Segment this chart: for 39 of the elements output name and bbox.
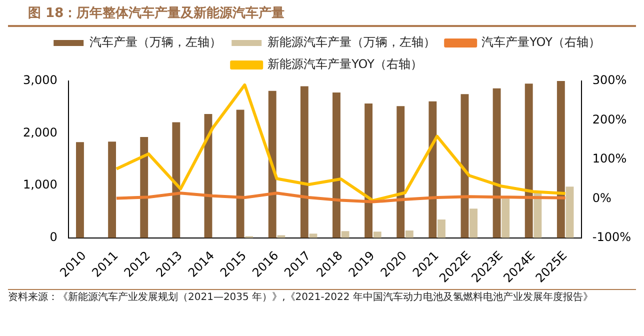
bar xyxy=(502,198,510,238)
bar xyxy=(172,122,180,238)
bar xyxy=(364,103,373,238)
bar xyxy=(428,101,437,238)
bar xyxy=(396,106,405,238)
bar xyxy=(534,192,542,238)
bar xyxy=(438,220,446,238)
y2-tick-label: 200% xyxy=(592,112,627,126)
bar xyxy=(108,142,116,238)
legend-label: 新能源汽车产量（万辆，左轴） xyxy=(268,35,436,50)
y2-tick-label: 0% xyxy=(592,190,612,205)
bar xyxy=(268,90,276,238)
y-tick-label: 0 xyxy=(50,230,58,244)
y2-tick-label: 300% xyxy=(592,73,627,88)
y-tick-label: 1,000 xyxy=(22,178,58,192)
bar xyxy=(140,136,148,238)
bar xyxy=(332,92,340,238)
bar xyxy=(492,88,501,238)
bar xyxy=(236,110,244,238)
bar xyxy=(300,86,308,238)
bar xyxy=(76,142,84,238)
bar xyxy=(373,232,382,238)
bar xyxy=(405,230,414,238)
y2-tick-label: -100% xyxy=(592,230,632,244)
y2-tick-label: 100% xyxy=(592,152,627,166)
chart-title: 图 18：历年整体汽车产量及新能源汽车产量 xyxy=(8,0,636,27)
bar xyxy=(470,208,478,238)
y-tick-label: 3,000 xyxy=(22,73,58,88)
bar xyxy=(277,235,286,238)
bar xyxy=(566,186,574,238)
bar xyxy=(309,234,318,238)
bar xyxy=(524,84,533,238)
bar xyxy=(341,231,350,238)
y-tick-label: 2,000 xyxy=(22,125,58,140)
text: 资料来源：《新能源汽车产业发展规划（2021—2035 年）》,《2021-2022 年中国汽车动力电池及氢燃料电池产业发展年度报告》 xyxy=(8,289,636,304)
bar xyxy=(556,81,565,238)
legend-label: 汽车产量YOY（右轴） xyxy=(482,35,600,50)
legend-label: 新能源汽车产量YOY（右轴） xyxy=(268,57,422,72)
legend-label: 汽车产量（万辆，左轴） xyxy=(90,35,222,50)
